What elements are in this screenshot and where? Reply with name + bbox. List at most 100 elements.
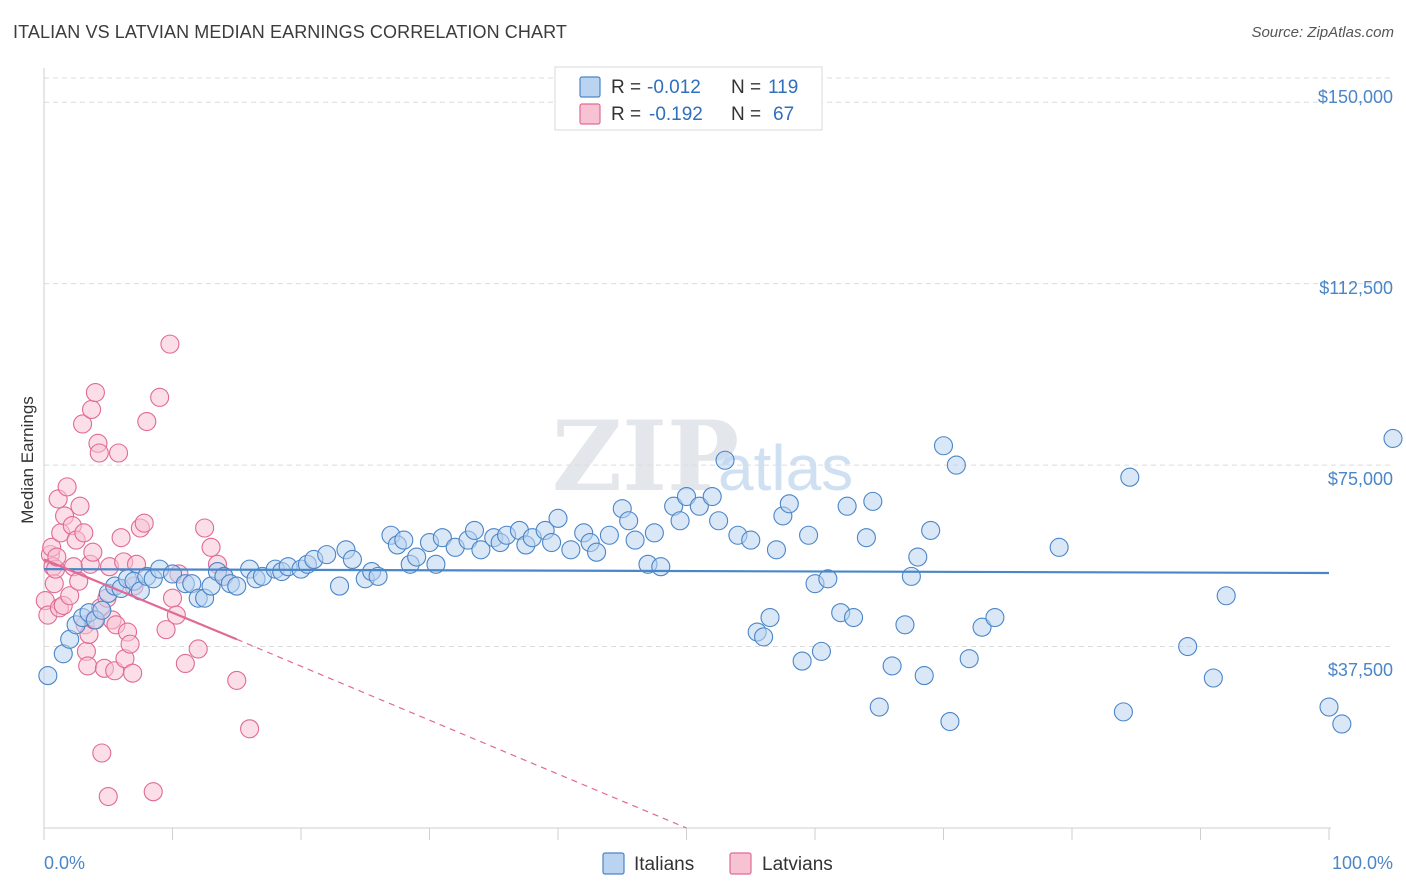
- italian-point: [548, 508, 568, 528]
- latvian-point: [160, 334, 180, 354]
- italian-point: [426, 554, 446, 574]
- trend-lines: [43, 558, 1330, 829]
- latvian-point: [201, 537, 221, 557]
- latvian-point: [85, 382, 105, 403]
- legend-n-label: N =: [731, 104, 761, 125]
- legend-r-value-latvians: -0.192: [649, 104, 703, 125]
- italian-point: [625, 530, 645, 550]
- legend-n-label: N =: [731, 77, 761, 98]
- italian-point: [779, 494, 799, 514]
- italian-point: [432, 528, 452, 548]
- italian-point: [1178, 636, 1198, 657]
- italian-point: [586, 542, 607, 562]
- italian-point: [799, 525, 819, 545]
- italian-point: [329, 576, 350, 596]
- legend-n-value-latvians: 67: [773, 104, 794, 125]
- italian-point: [709, 511, 729, 531]
- italian-point: [741, 530, 761, 550]
- italian-point: [317, 545, 337, 565]
- italian-point: [792, 651, 812, 671]
- italian-point: [394, 530, 414, 550]
- italian-point: [760, 607, 780, 628]
- latvian-point: [111, 528, 131, 548]
- latvian-point: [57, 477, 77, 497]
- italian-point: [766, 540, 787, 560]
- latvian-point: [92, 743, 112, 763]
- italian-point: [1049, 537, 1069, 557]
- latvian-point: [83, 542, 103, 562]
- italian-point: [1383, 428, 1403, 449]
- latvian-point: [227, 670, 247, 690]
- italian-point: [1216, 586, 1236, 606]
- italian-point: [702, 486, 722, 507]
- legend-r-label: R =: [611, 77, 641, 98]
- italian-point: [908, 547, 928, 567]
- italian-point: [676, 486, 697, 507]
- bottom-legend-swatch-latvians: [729, 852, 752, 875]
- italian-point: [985, 607, 1005, 628]
- bottom-legend-italians: Italians: [634, 854, 694, 875]
- italian-point: [972, 617, 992, 637]
- italian-point: [1113, 702, 1133, 722]
- x-tick-label: 100.0%: [1332, 853, 1393, 873]
- latvian-point: [156, 620, 176, 640]
- latvian-point: [78, 656, 98, 676]
- latvian-point: [188, 639, 208, 659]
- italian-point: [921, 520, 941, 540]
- latvian-trend-line: [43, 558, 238, 641]
- italian-point: [1319, 697, 1339, 717]
- italian-point: [843, 607, 864, 628]
- bottom-legend-latvians: Latvians: [762, 854, 833, 875]
- italian-point: [368, 566, 388, 586]
- legend-r-value-italians: -0.012: [647, 77, 701, 98]
- latvian-point: [162, 588, 183, 608]
- italian-point: [946, 455, 966, 475]
- latvian-point: [150, 387, 170, 407]
- latvian-point: [81, 399, 102, 420]
- source-label: Source: ZipAtlas.com: [1251, 24, 1394, 41]
- latvian-point: [74, 523, 94, 543]
- latvian-point: [120, 634, 140, 654]
- italian-point: [38, 666, 58, 686]
- italian-point: [542, 532, 562, 553]
- legend-box: R = -0.012 N = 119 R = -0.192 N = 67: [554, 66, 823, 131]
- y-tick-label: $150,000: [1318, 87, 1393, 107]
- latvian-point: [98, 786, 118, 807]
- italian-point: [856, 528, 876, 548]
- latvian-point: [89, 443, 109, 463]
- italian-point: [818, 569, 838, 589]
- italian-point: [471, 540, 491, 560]
- latvian-point: [47, 547, 67, 567]
- latvian-point: [108, 443, 129, 463]
- italian-point: [959, 649, 979, 669]
- italian-point: [599, 525, 619, 545]
- italian-point: [342, 549, 362, 570]
- italian-point: [715, 450, 735, 470]
- italian-point: [837, 496, 857, 516]
- italian-point: [901, 566, 921, 586]
- italians-points: [38, 428, 1403, 734]
- italian-point: [561, 540, 581, 560]
- italian-point: [651, 557, 671, 577]
- legend-n-value-italians: 119: [768, 77, 798, 98]
- italian-point: [689, 496, 709, 516]
- italian-point: [407, 547, 427, 567]
- legend-swatch-latvians: [579, 103, 601, 125]
- italian-point: [933, 436, 954, 456]
- italian-point: [1203, 668, 1223, 688]
- y-tick-label: $112,500: [1319, 278, 1393, 298]
- chart-title: ITALIAN VS LATVIAN MEDIAN EARNINGS CORRE…: [13, 22, 567, 42]
- italian-point: [754, 627, 774, 647]
- latvian-point: [70, 496, 90, 516]
- axes: [43, 68, 1331, 840]
- italian-point: [914, 666, 934, 686]
- italian-point: [882, 656, 902, 676]
- italian-point: [811, 641, 831, 661]
- legend-r-label: R =: [611, 104, 641, 125]
- italian-point: [940, 711, 960, 732]
- latvian-point: [73, 414, 93, 434]
- bottom-legend: Italians Latvians: [602, 852, 833, 875]
- y-axis-label: Median Earnings: [18, 396, 37, 524]
- italian-point: [869, 697, 889, 717]
